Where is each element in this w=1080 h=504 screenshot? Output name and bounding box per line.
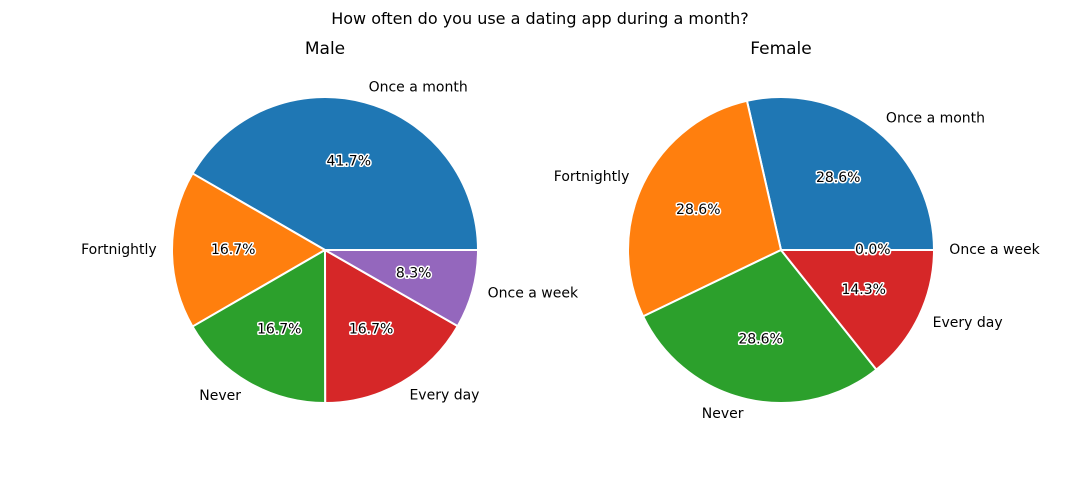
pie-label-female-once-a-month: Once a month	[886, 110, 985, 126]
pie-label-female-fortnightly: Fortnightly	[554, 169, 630, 185]
pie-label-female-never: Never	[702, 406, 744, 422]
pie-pct-female-fortnightly: 28.6%	[676, 202, 720, 218]
pie-pct-female-once-a-month: 28.6%	[816, 170, 860, 186]
pie-pct-male-fortnightly: 16.7%	[211, 242, 255, 258]
pie-label-male-once-a-month: Once a month	[369, 79, 468, 95]
pie-pct-female-never: 28.6%	[738, 331, 782, 347]
pie-slice-female-once-a-month	[745, 96, 935, 251]
pie-pct-female-once-a-week: 0.0%	[855, 242, 891, 258]
pie-slice-male-fortnightly	[171, 172, 326, 328]
pie-pct-male-once-a-week: 8.3%	[396, 266, 432, 282]
pie-slice-female-fortnightly	[627, 99, 782, 318]
pie-slice-male-once-a-week	[324, 249, 479, 328]
pie-title-male: Male	[305, 39, 345, 59]
pie-label-female-once-a-week: Once a week	[949, 242, 1040, 258]
pie-pct-male-once-a-month: 41.7%	[327, 153, 371, 169]
pie-label-female-every-day: Every day	[933, 315, 1003, 331]
pie-label-male-once-a-week: Once a week	[488, 285, 579, 301]
pie-slice-male-every-day	[324, 249, 459, 404]
pie-male: Male Once a month 41.7% Fortnightly 16.7% Ne…	[81, 39, 579, 405]
pie-title-female: Female	[750, 39, 811, 59]
pie-female: Female Once a month 28.6% Fortnightly 28.6%…	[554, 39, 1041, 422]
pie-pct-male-never: 16.7%	[257, 322, 301, 338]
pie-pct-female-every-day: 14.3%	[841, 282, 885, 298]
pie-label-male-never: Never	[199, 388, 241, 404]
pie-label-male-every-day: Every day	[409, 388, 479, 404]
pie-slice-female-every-day	[780, 249, 935, 371]
pie-label-male-fortnightly: Fortnightly	[81, 242, 157, 258]
figure-title: How often do you use a dating app during…	[331, 9, 749, 28]
pie-slice-female-never	[642, 249, 878, 404]
pie-slice-male-once-a-month	[191, 96, 479, 251]
pie-pct-male-every-day: 16.7%	[349, 321, 393, 337]
pie-slice-male-never	[191, 249, 327, 405]
